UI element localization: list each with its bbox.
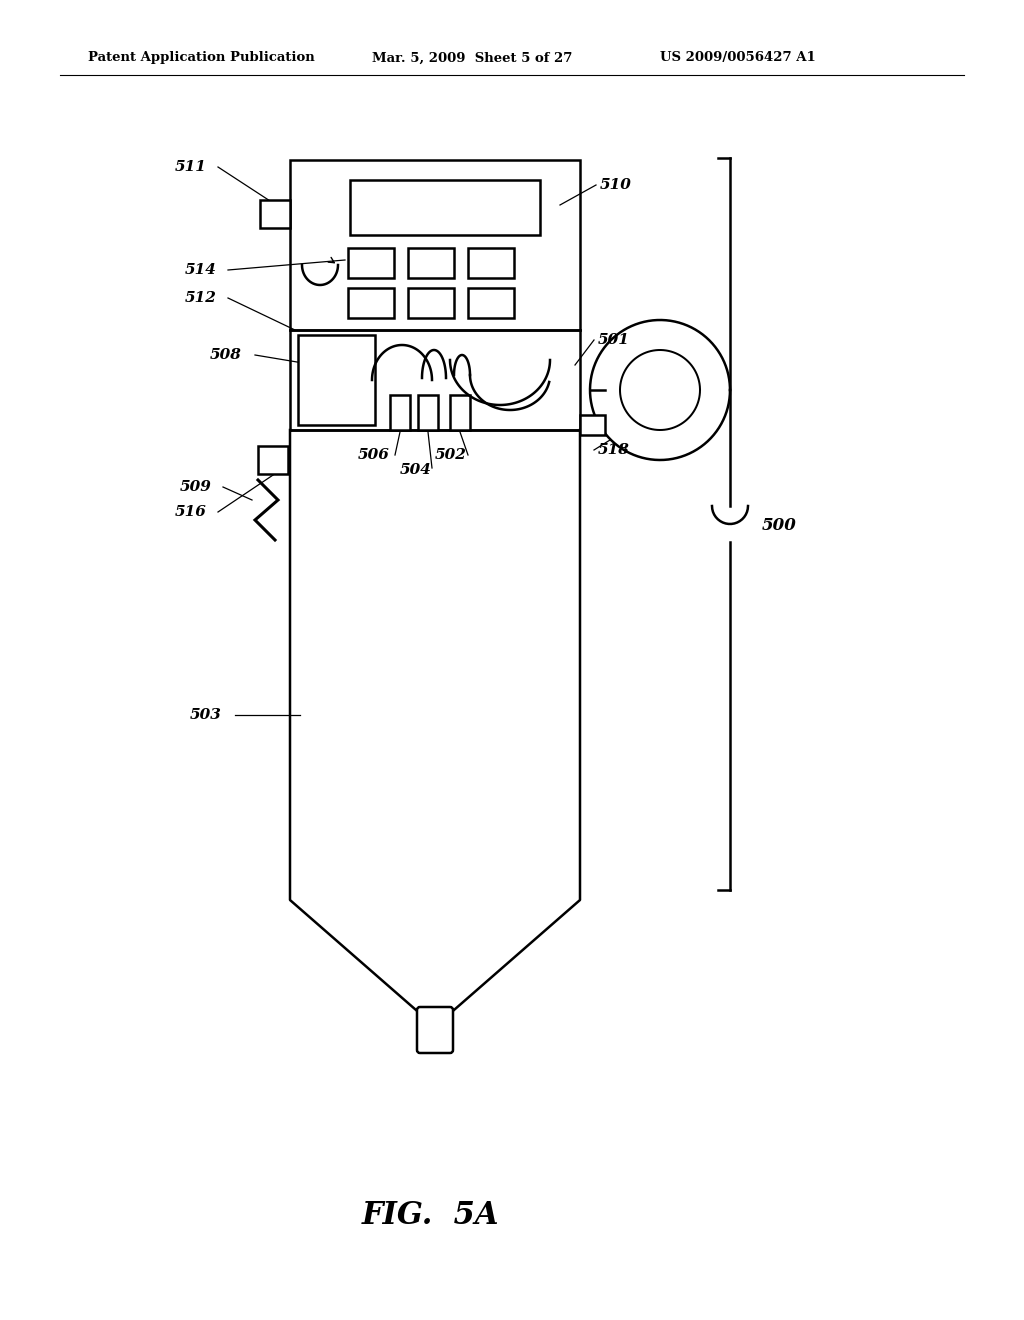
Bar (290, 160, 580, 330)
Bar (468, 248, 514, 279)
Text: 506: 506 (358, 447, 390, 462)
Text: 500: 500 (762, 516, 797, 533)
Bar (258, 446, 288, 474)
Bar (580, 414, 605, 436)
Bar (408, 288, 454, 318)
Bar (260, 201, 290, 228)
Bar (348, 288, 394, 318)
Bar (390, 395, 410, 430)
Text: 508: 508 (210, 348, 242, 362)
Text: 514: 514 (185, 263, 217, 277)
Text: 511: 511 (175, 160, 207, 174)
Bar (418, 395, 438, 430)
Bar (450, 395, 470, 430)
Bar (350, 180, 540, 235)
Text: Patent Application Publication: Patent Application Publication (88, 51, 314, 65)
Text: US 2009/0056427 A1: US 2009/0056427 A1 (660, 51, 816, 65)
Text: 501: 501 (598, 333, 630, 347)
Text: 504: 504 (400, 463, 432, 477)
FancyBboxPatch shape (417, 1007, 453, 1053)
Text: FIG.  5A: FIG. 5A (361, 1200, 499, 1230)
Bar (468, 288, 514, 318)
Text: 509: 509 (180, 480, 212, 494)
Text: 516: 516 (175, 506, 207, 519)
Text: 510: 510 (600, 178, 632, 191)
Text: 503: 503 (190, 708, 222, 722)
Bar (408, 248, 454, 279)
Text: 512: 512 (185, 290, 217, 305)
Text: 502: 502 (435, 447, 467, 462)
Bar (298, 335, 375, 425)
Text: Mar. 5, 2009  Sheet 5 of 27: Mar. 5, 2009 Sheet 5 of 27 (372, 51, 572, 65)
Bar (348, 248, 394, 279)
Text: 518: 518 (598, 444, 630, 457)
